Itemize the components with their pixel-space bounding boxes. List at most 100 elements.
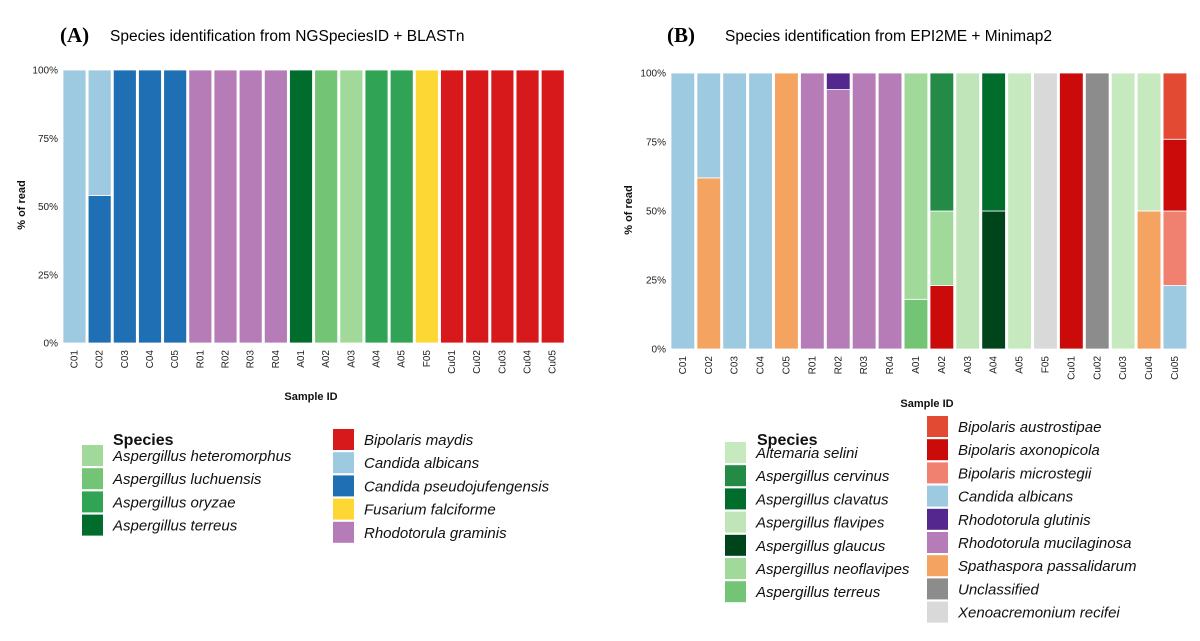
panel-b-legend-swatch-13 xyxy=(927,555,948,577)
panel-b-bar-cu05-seg-1 xyxy=(1162,210,1188,286)
panel-b-bar-cu02-seg-0 xyxy=(1085,72,1110,350)
panel-a-bar-cu04-seg-0 xyxy=(515,69,540,344)
panel-b-bar-cu05-seg-0 xyxy=(1162,285,1188,350)
panel-b-y-tick-1: 25% xyxy=(646,276,666,287)
panel-a-legend-swatch-2 xyxy=(82,491,103,513)
panel-b-legend-swatch-4 xyxy=(725,534,746,556)
panel-b-y-tick-0: 0% xyxy=(652,345,667,356)
panel-b-legend-swatch-8 xyxy=(927,439,948,461)
panel-b-legend-swatch-10 xyxy=(927,485,948,507)
panel-b-bar-c05-seg-0 xyxy=(774,72,799,350)
panel-a-bar-c03-seg-0 xyxy=(112,69,137,344)
panel-b-x-tick-c03: C03 xyxy=(730,356,741,375)
panel-b-legend-label-2: Aspergillus clavatus xyxy=(755,491,889,508)
panel-a-x-axis-title: Sample ID xyxy=(284,391,337,403)
panel-b-bar-a02-seg-2 xyxy=(929,72,955,212)
panel-a-y-ticks: 0% 25% 50% 75% 100% xyxy=(32,66,58,350)
panel-a-y-tick-0: 0% xyxy=(44,339,59,350)
panel-a-bar-a04-seg-0 xyxy=(364,69,389,344)
panel-b-bar-a03-seg-0 xyxy=(955,72,981,350)
panel-a-x-tick-c02: C02 xyxy=(95,350,106,369)
panel-b-x-tick-f05: F05 xyxy=(1040,356,1051,374)
panel-a-bar-r02-seg-0 xyxy=(213,69,238,344)
panel-b-y-tick-2: 50% xyxy=(646,207,666,218)
panel-a-bar-c01-seg-0 xyxy=(62,69,87,344)
panel-a-x-tick-cu02: Cu02 xyxy=(472,350,483,374)
panel-b-legend-swatch-6 xyxy=(725,581,746,603)
panel-b-legend-label-4: Aspergillus glaucus xyxy=(755,538,886,555)
panel-a-y-tick-3: 75% xyxy=(38,134,58,145)
panel-a-x-tick-cu01: Cu01 xyxy=(447,350,458,374)
panel-b-bar-cu01-seg-0 xyxy=(1059,72,1084,350)
panel-b-legend-swatch-0 xyxy=(725,442,746,463)
panel-b-x-tick-c04: C04 xyxy=(756,356,767,375)
panel-b-x-ticks: C01 C02 C03 C04 C05 R01 R02 R03 R04 A01 A02 A03 A04 A… xyxy=(678,356,1181,380)
panel-a-x-tick-r01: R01 xyxy=(195,350,206,369)
panel-b-bar-c02-seg-0 xyxy=(696,177,722,350)
panel-a-legend-swatch-7 xyxy=(333,498,354,520)
panel-a-y-tick-2: 50% xyxy=(38,202,58,213)
panel-a-legend-label-4: Bipolaris maydis xyxy=(364,432,474,449)
panel-a-x-tick-r02: R02 xyxy=(221,350,232,369)
panel-a-bar-a01-seg-0 xyxy=(289,69,313,344)
panel-b-x-tick-r02: R02 xyxy=(833,356,844,375)
panel-b-legend-label-15: Xenoacremonium recifei xyxy=(957,605,1120,622)
panel-a-bar-r04-seg-0 xyxy=(263,69,288,344)
panel-a-legend-label-1: Aspergillus luchuensis xyxy=(112,471,262,488)
panel-a-x-ticks: C01 C02 C03 C04 C05 R01 R02 R03 R04 A01 A02 A03 A04 A… xyxy=(69,350,558,374)
panel-b-title: Species identification from EPI2ME + Min… xyxy=(725,28,1052,45)
panel-b-legend-label-13: Spathaspora passalidarum xyxy=(958,558,1136,575)
panel-b-bar-a01-seg-1 xyxy=(903,72,929,300)
panel-a-bar-a02-seg-0 xyxy=(314,69,339,344)
panel-b-legend-label-12: Rhodotorula mucilaginosa xyxy=(958,535,1131,552)
panel-a-x-tick-c01: C01 xyxy=(69,350,80,369)
panel-b-legend-label-8: Bipolaris axonopicola xyxy=(958,442,1100,459)
panel-b-label: (B) xyxy=(667,23,695,47)
panel-a-x-tick-r04: R04 xyxy=(271,350,282,369)
panel-a-bar-c02-seg-1 xyxy=(87,69,112,196)
panel-b-legend-label-14: Unclassified xyxy=(958,581,1040,598)
panel-a-legend-swatch-0 xyxy=(82,445,103,466)
panel-b-legend-swatch-5 xyxy=(725,558,746,579)
panel-b-bar-a04-seg-1 xyxy=(981,72,1006,212)
panel-a-plot: 0% 25% 50% 75% 100% C01 C02 C03 C04 C05 R01 R02 R03… xyxy=(16,66,565,403)
panel-a-bar-cu02-seg-0 xyxy=(465,69,490,344)
panel-a-title: Species identification from NGSpeciesID … xyxy=(110,28,465,45)
panel-b-x-tick-r01: R01 xyxy=(807,356,818,375)
panel-b-bar-a04-seg-0 xyxy=(981,210,1006,350)
panel-a-bar-r03-seg-0 xyxy=(238,69,263,344)
panel-a-legend-swatch-4 xyxy=(333,429,354,450)
panel-a-bar-a05-seg-0 xyxy=(389,69,414,344)
panel-a-x-tick-c05: C05 xyxy=(170,350,181,369)
panel-b-x-axis-title: Sample ID xyxy=(900,398,953,410)
panel-a-legend-title: Species xyxy=(113,432,174,449)
panel-a-bar-cu05-seg-0 xyxy=(540,69,565,344)
panel-b-x-tick-a02: A02 xyxy=(937,356,948,374)
panel-b-legend-label-0: Altemaria selini xyxy=(755,445,858,462)
panel-a-x-tick-f05: F05 xyxy=(422,350,433,368)
panel-b-x-tick-r04: R04 xyxy=(885,356,896,375)
panel-a-bar-c02-seg-0 xyxy=(87,195,112,344)
panel-a-x-tick-a05: A05 xyxy=(397,350,408,368)
panel-b-legend-label-10: Candida albicans xyxy=(958,489,1074,506)
panel-a-x-tick-a04: A04 xyxy=(372,350,383,368)
panel-a-y-tick-4: 100% xyxy=(32,66,58,77)
panel-b-x-tick-c01: C01 xyxy=(678,356,689,375)
panel-b-bar-a01-seg-0 xyxy=(903,298,929,350)
panel-a-legend-swatch-8 xyxy=(333,521,354,543)
panel-b-legend-swatch-15 xyxy=(927,601,948,623)
panel-a-x-tick-cu04: Cu04 xyxy=(523,350,534,374)
panel-a-legend-label-2: Aspergillus oryzae xyxy=(112,494,236,511)
panel-b-legend-label-11: Rhodotorula glutinis xyxy=(958,512,1091,529)
panel-a-bar-c05-seg-0 xyxy=(163,69,188,344)
panel-b-legend-swatch-14 xyxy=(927,578,948,600)
panel-a-legend-swatch-1 xyxy=(82,468,103,490)
panel-b-legend-label-9: Bipolaris microstegii xyxy=(958,465,1092,482)
panel-a-bar-f05-seg-0 xyxy=(414,69,439,344)
panel-b-bar-r02-seg-1 xyxy=(826,72,851,90)
panel-b-bar-a02-seg-0 xyxy=(929,285,955,350)
panel-b-x-tick-r03: R03 xyxy=(859,356,870,375)
panel-b-y-ticks: 0% 25% 50% 75% 100% xyxy=(640,69,666,356)
panel-b-x-tick-a05: A05 xyxy=(1015,356,1026,374)
